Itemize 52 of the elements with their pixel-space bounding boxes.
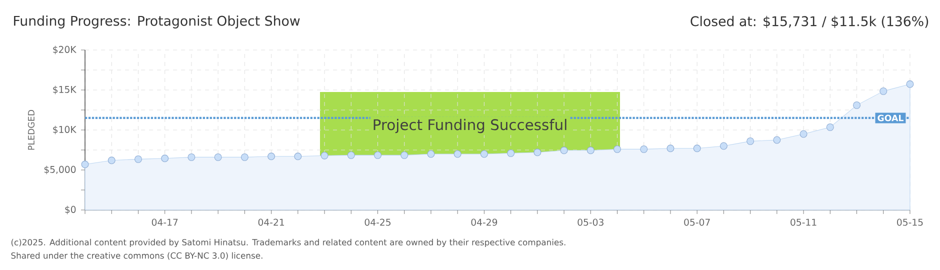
x-tick-label: 05-15 — [897, 218, 923, 226]
x-tick-label: 04-29 — [471, 218, 498, 226]
point — [214, 153, 222, 161]
ref-line-label: GOAL — [878, 114, 904, 122]
point — [826, 123, 834, 131]
x-tick-label: 05-03 — [578, 218, 604, 226]
point — [240, 153, 248, 161]
y-tick-label: $20K — [53, 46, 76, 54]
y-tick-label: $15K — [53, 86, 76, 94]
text: (c)2025. Additional content provided by Satomi Hinatsu. Trademarks and related content are owned by their respective companies. — [11, 238, 566, 248]
point — [108, 156, 116, 164]
y-tick-label: $10K — [53, 126, 76, 134]
annotation: Project Funding Successful — [374, 118, 566, 134]
x-tick-label: 05-11 — [790, 218, 816, 226]
point — [134, 155, 142, 163]
point — [746, 137, 754, 145]
point — [454, 150, 462, 158]
point — [640, 145, 648, 153]
x-tick-label: 04-25 — [364, 218, 390, 226]
y-tick-label: $0 — [65, 206, 76, 214]
point — [347, 151, 355, 159]
chart-title: Funding Progress: Protagonist Object Show — [14, 16, 300, 28]
point — [294, 152, 302, 160]
point — [400, 151, 408, 159]
x-tick-label: 04-17 — [152, 218, 178, 226]
y-tick-label: $5,000 — [44, 166, 76, 174]
point — [773, 136, 781, 144]
point — [320, 152, 328, 160]
point — [693, 144, 701, 152]
chart-subtitle: Closed at: $15,731 / $11.5k (136%) — [690, 16, 928, 28]
point — [480, 150, 488, 158]
text: Shared under the creative commons (CC BY-NC 3.0) license. — [11, 252, 262, 260]
point — [614, 145, 621, 153]
point — [560, 146, 568, 154]
point — [666, 144, 674, 152]
point — [720, 142, 728, 150]
point — [534, 148, 542, 156]
point — [800, 130, 808, 138]
point — [374, 151, 382, 159]
point — [427, 150, 435, 158]
point — [507, 149, 515, 157]
point — [268, 152, 276, 160]
point — [81, 160, 89, 168]
y-axis-title: PLEDGED — [28, 110, 34, 150]
point — [853, 101, 860, 109]
point — [188, 153, 196, 161]
x-tick-label: 04-21 — [258, 218, 284, 226]
point — [161, 154, 169, 162]
x-tick-label: 05-07 — [684, 218, 710, 226]
point — [586, 146, 594, 154]
point — [880, 87, 888, 95]
point — [906, 80, 914, 88]
